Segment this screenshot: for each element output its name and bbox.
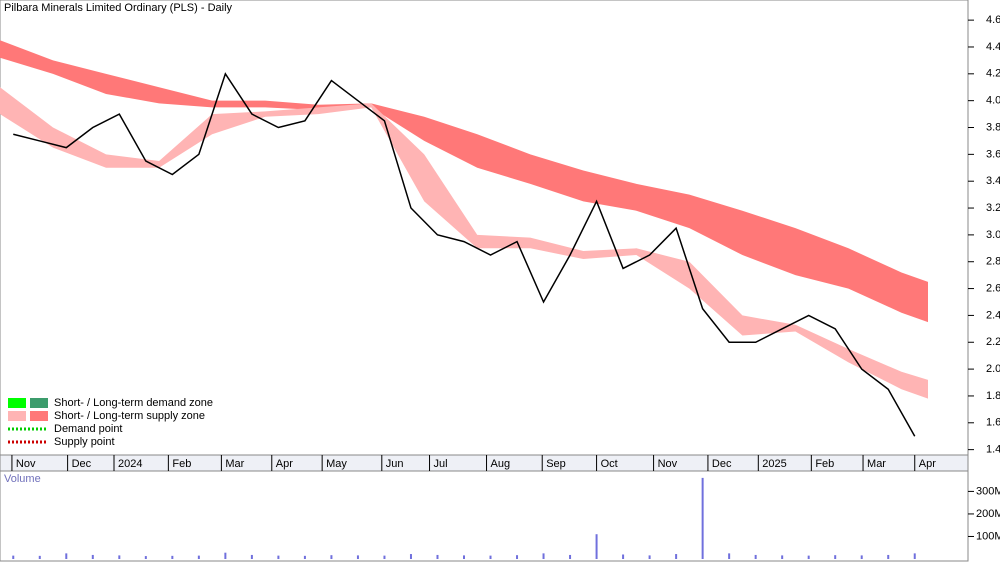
- x-tick-label: Jul: [434, 458, 448, 470]
- x-tick-label: Sep: [546, 458, 566, 470]
- volume-bar: [224, 552, 227, 559]
- volume-bar: [489, 555, 492, 559]
- volume-bar: [383, 555, 386, 559]
- y-tick-label: 3.4: [986, 175, 1000, 187]
- volume-bar: [330, 555, 333, 559]
- volume-bar: [542, 553, 545, 559]
- y-tick-label: 4.6: [986, 14, 1000, 26]
- y-tick-label: 4.4: [986, 41, 1000, 53]
- volume-bar: [728, 553, 731, 559]
- volume-bar: [781, 555, 784, 559]
- legend-label: Short- / Long-term supply zone: [54, 410, 205, 422]
- y-tick-label: 3.6: [986, 148, 1000, 160]
- x-tick-label: Dec: [712, 458, 732, 470]
- volume-bar: [118, 555, 121, 559]
- volume-bar: [807, 555, 810, 559]
- y-tick-label: 2.6: [986, 282, 1000, 294]
- x-tick-label: May: [326, 458, 347, 470]
- volume-bar: [171, 555, 174, 559]
- x-tick-label: Feb: [815, 458, 834, 470]
- volume-bar: [277, 555, 280, 559]
- volume-bar: [91, 554, 94, 559]
- legend-label: Supply point: [54, 436, 115, 448]
- x-tick-label: Apr: [276, 458, 293, 470]
- price-line: [13, 72, 916, 437]
- legend-swatch: [8, 398, 26, 408]
- y-tick-label: 3.2: [986, 202, 1000, 214]
- volume-bar: [12, 555, 15, 559]
- volume-bar: [65, 553, 68, 559]
- y-tick-label: 1.6: [986, 417, 1000, 429]
- volume-bar: [303, 555, 306, 559]
- y-tick-label: 4.2: [986, 68, 1000, 80]
- volume-bar: [569, 554, 572, 559]
- y-tick-label: 1.4: [986, 444, 1000, 456]
- y-tick-label: 4.0: [986, 95, 1000, 107]
- legend-swatch: [30, 411, 48, 421]
- y-tick-label: 300M: [976, 485, 1000, 497]
- y-tick-label: 1.8: [986, 390, 1000, 402]
- y-tick-label: 2.8: [986, 256, 1000, 268]
- legend-swatch: [8, 411, 26, 421]
- x-tick-label: Dec: [72, 458, 92, 470]
- legend-label: Short- / Long-term demand zone: [54, 397, 213, 409]
- x-tick-label: Mar: [867, 458, 886, 470]
- volume-bar: [675, 554, 678, 559]
- y-tick-label: 2.4: [986, 309, 1000, 321]
- y-tick-label: 100M: [976, 530, 1000, 542]
- x-tick-label: Feb: [172, 458, 191, 470]
- x-tick-label: 2025: [762, 458, 786, 470]
- volume-bar: [38, 555, 41, 559]
- y-tick-label: 2.2: [986, 336, 1000, 348]
- x-tick-label: 2024: [118, 458, 142, 470]
- volume-bar: [250, 554, 253, 559]
- volume-bar: [595, 534, 598, 559]
- volume-title: Volume: [4, 473, 41, 485]
- x-tick-label: Nov: [658, 458, 678, 470]
- y-tick-label: 2.0: [986, 363, 1000, 375]
- volume-bar: [754, 554, 757, 559]
- volume-bar: [516, 555, 519, 559]
- x-tick-label: Aug: [491, 458, 511, 470]
- x-tick-label: Mar: [225, 458, 244, 470]
- volume-bar: [356, 555, 359, 559]
- price-panel: [0, 0, 969, 456]
- volume-bar: [463, 555, 465, 559]
- volume-bar: [701, 477, 704, 559]
- volume-bar: [622, 554, 625, 559]
- volume-bar: [860, 555, 863, 559]
- volume-bar: [197, 555, 200, 559]
- y-tick-label: 200M: [976, 508, 1000, 520]
- volume-bar: [144, 556, 147, 559]
- volume-bar: [913, 553, 916, 559]
- chart-title: Pilbara Minerals Limited Ordinary (PLS) …: [4, 2, 233, 14]
- x-tick-label: Apr: [919, 458, 936, 470]
- y-tick-label: 3.8: [986, 121, 1000, 133]
- volume-bar: [648, 555, 651, 559]
- legend-swatch: [30, 398, 48, 408]
- x-tick-label: Oct: [601, 458, 618, 470]
- volume-bar: [887, 554, 890, 559]
- x-tick-label: Nov: [16, 458, 36, 470]
- volume-bar: [409, 554, 412, 559]
- legend-label: Demand point: [54, 423, 123, 435]
- volume-panel: [0, 470, 969, 562]
- volume-bar: [834, 555, 837, 559]
- y-tick-label: 3.0: [986, 229, 1000, 241]
- x-tick-label: Jun: [386, 458, 404, 470]
- volume-bar: [436, 554, 439, 559]
